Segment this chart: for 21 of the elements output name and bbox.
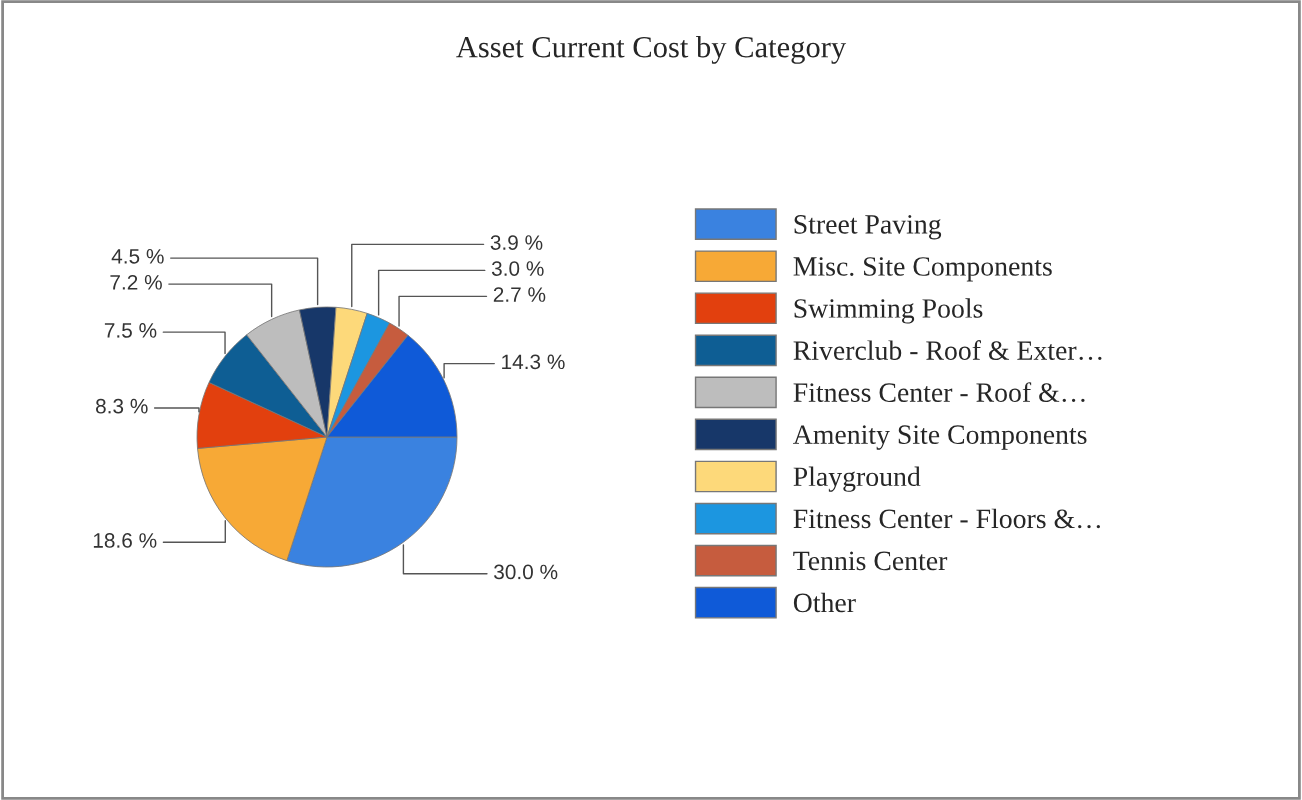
data-label: 4.5 % [111,249,164,264]
legend-label: Riverclub - Roof & Exter… [793,340,1102,361]
data-label: 3.9 % [490,235,543,250]
legend-label: Playground [793,466,921,492]
legend-label: Amenity Site Components [793,425,1087,450]
chart-title: Asset Current Cost by Category [456,36,847,64]
legend-label: Other [793,592,856,613]
legend-label: Fitness Center - Floors &… [793,508,1100,529]
legend-label: Swimming Pools [794,298,983,324]
data-label: 18.6 % [93,533,157,548]
legend-label: Tennis Center [793,551,948,571]
data-label: 14.3 % [502,354,565,370]
data-label: 30.0 % [494,564,558,580]
legend-label: Fitness Center - Roof &… [793,382,1085,403]
data-label: 8.3 % [95,398,148,414]
data-label: 3.0 % [491,261,544,276]
legend-label: Street Paving [794,215,942,240]
data-label: 7.5 % [104,323,157,338]
legend-label: Misc. Site Components [793,257,1052,282]
data-label: 7.2 % [110,274,162,290]
data-label: 2.7 % [493,287,546,302]
